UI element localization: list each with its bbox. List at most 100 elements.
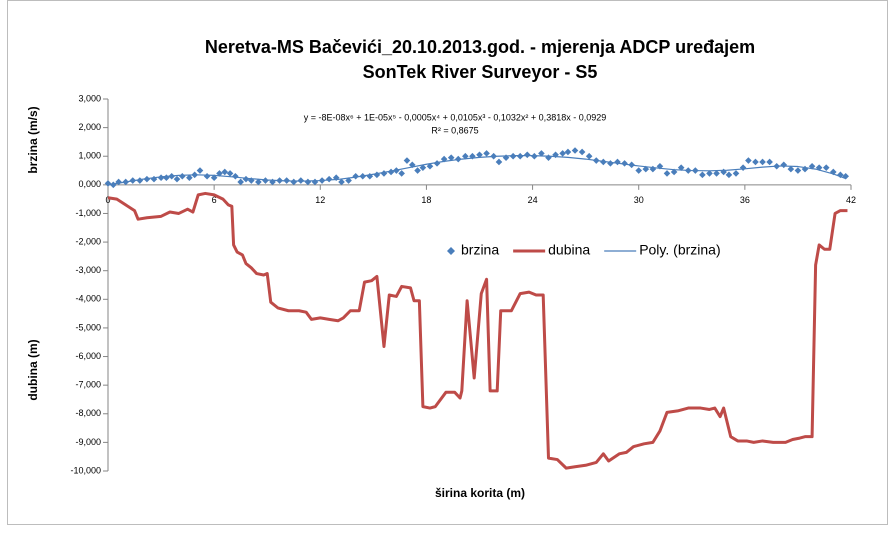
y-tick-label: -8,000 bbox=[75, 408, 101, 418]
x-tick-label: 36 bbox=[740, 195, 750, 205]
data-point bbox=[621, 160, 628, 167]
data-point bbox=[531, 152, 538, 160]
data-point bbox=[276, 177, 283, 184]
data-point bbox=[129, 177, 137, 184]
legend-label: dubina bbox=[548, 242, 590, 258]
data-point bbox=[516, 152, 524, 160]
data-point bbox=[242, 175, 250, 183]
data-point bbox=[318, 177, 326, 184]
y-tick-label: -9,000 bbox=[75, 437, 101, 447]
data-point bbox=[552, 151, 559, 159]
data-point bbox=[773, 162, 780, 170]
data-point bbox=[614, 158, 621, 166]
y-tick-label: -6,000 bbox=[75, 351, 101, 361]
data-point bbox=[398, 170, 405, 177]
y-tick-label: -1,000 bbox=[75, 208, 101, 218]
data-point bbox=[173, 175, 181, 183]
data-point bbox=[150, 175, 158, 183]
data-point bbox=[143, 175, 151, 183]
data-point bbox=[538, 150, 545, 157]
data-point bbox=[115, 178, 122, 186]
legend-label: brzina bbox=[461, 242, 499, 258]
data-point bbox=[766, 158, 773, 166]
data-point bbox=[325, 175, 333, 183]
legend-label: Poly. (brzina) bbox=[639, 242, 720, 258]
data-point bbox=[179, 172, 186, 180]
chart-border bbox=[7, 0, 888, 525]
data-point bbox=[419, 164, 427, 171]
data-point bbox=[163, 174, 170, 181]
y-axis-label: brzina (m/s) bbox=[26, 106, 40, 173]
data-point bbox=[699, 171, 706, 179]
data-point bbox=[157, 174, 165, 181]
data-point bbox=[502, 154, 510, 161]
data-point bbox=[571, 147, 579, 154]
data-point bbox=[635, 167, 643, 174]
data-point bbox=[578, 148, 586, 156]
y-tick-label: -10,000 bbox=[70, 465, 101, 475]
data-point bbox=[454, 155, 462, 163]
data-point bbox=[203, 172, 211, 180]
data-point bbox=[359, 172, 367, 180]
data-point bbox=[168, 172, 175, 180]
data-point bbox=[352, 172, 359, 180]
data-point bbox=[247, 177, 255, 184]
data-point bbox=[495, 158, 503, 166]
data-point bbox=[600, 158, 607, 166]
x-tick-label: 30 bbox=[634, 195, 644, 205]
data-point bbox=[366, 172, 374, 180]
data-point bbox=[663, 170, 671, 177]
data-point bbox=[725, 171, 733, 179]
data-point bbox=[787, 165, 795, 173]
chart-title: SonTek River Surveyor - S5 bbox=[363, 62, 598, 82]
y-tick-label: -2,000 bbox=[75, 236, 101, 246]
y-tick-label: 1,000 bbox=[78, 151, 101, 161]
data-point bbox=[837, 171, 844, 179]
data-point bbox=[332, 174, 340, 181]
trend-equation: y = -8E-08x⁶ + 1E-05x⁵ - 0,0005x⁴ + 0,01… bbox=[304, 112, 606, 122]
data-point bbox=[469, 152, 476, 160]
data-point bbox=[585, 152, 593, 160]
x-tick-label: 24 bbox=[528, 195, 538, 205]
data-point bbox=[830, 168, 837, 176]
data-point bbox=[408, 161, 416, 169]
data-point bbox=[759, 158, 766, 166]
data-point bbox=[649, 165, 657, 173]
data-point bbox=[706, 170, 713, 177]
x-tick-label: 6 bbox=[212, 195, 217, 205]
data-point bbox=[373, 171, 381, 179]
data-point bbox=[136, 177, 144, 184]
data-point bbox=[692, 167, 699, 174]
y-tick-label: 2,000 bbox=[78, 122, 101, 132]
data-point bbox=[186, 174, 193, 181]
data-point bbox=[237, 178, 244, 186]
data-point bbox=[255, 178, 262, 186]
data-point bbox=[433, 160, 441, 167]
y-tick-label: -4,000 bbox=[75, 294, 101, 304]
data-point bbox=[559, 150, 566, 157]
data-point bbox=[290, 178, 298, 186]
data-point bbox=[780, 161, 788, 169]
data-point bbox=[393, 167, 400, 174]
data-point bbox=[713, 170, 720, 177]
data-point bbox=[684, 167, 692, 174]
legend-marker bbox=[447, 247, 455, 255]
data-point bbox=[447, 154, 455, 161]
y-tick-label: -3,000 bbox=[75, 265, 101, 275]
data-point bbox=[262, 177, 269, 184]
data-point bbox=[808, 162, 816, 170]
data-point bbox=[122, 178, 129, 186]
data-point bbox=[216, 170, 223, 177]
data-point bbox=[628, 161, 635, 169]
data-point bbox=[745, 157, 752, 164]
y-axis-label: dubina (m) bbox=[26, 339, 40, 400]
data-point bbox=[732, 170, 740, 177]
data-point bbox=[104, 180, 112, 187]
data-point bbox=[670, 168, 678, 176]
data-point bbox=[311, 178, 319, 186]
data-point bbox=[545, 154, 552, 161]
data-point bbox=[269, 178, 276, 186]
data-point bbox=[822, 164, 830, 171]
data-point bbox=[739, 164, 747, 171]
